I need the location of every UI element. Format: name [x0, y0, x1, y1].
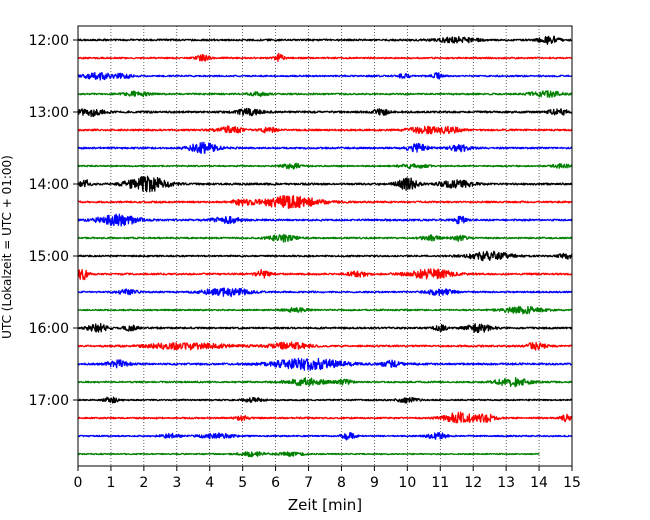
- trace-1630: [77, 357, 573, 371]
- trace-1515: [77, 268, 573, 281]
- y-tick-label-4: 16:00: [29, 321, 69, 337]
- trace-1745: [77, 451, 540, 458]
- trace-1730: [77, 431, 573, 441]
- trace-1200: [77, 35, 573, 45]
- x-ticks: 0 1 2 3 4 5 6 7 8 9 10 11 12 13 14 15: [74, 466, 581, 491]
- plot-frame: [77, 25, 573, 467]
- x-tick-label-7: 7: [304, 475, 313, 491]
- x-tick-label-9: 9: [370, 475, 379, 491]
- trace-1445: [77, 233, 573, 243]
- trace-1600: [77, 323, 573, 334]
- trace-1315: [77, 125, 573, 135]
- y-tick-label-0: 12:00: [29, 33, 69, 49]
- trace-1500: [77, 250, 573, 262]
- y-ticks: 12:00 13:00 14:00 15:00 16:00 17:00: [29, 33, 78, 409]
- trace-1215: [77, 53, 573, 63]
- x-tick-label-2: 2: [139, 475, 148, 491]
- x-tick-label-13: 13: [497, 475, 515, 491]
- trace-1430: [77, 213, 573, 227]
- y-tick-label-5: 17:00: [29, 393, 69, 409]
- y-tick-label-1: 13:00: [29, 105, 69, 121]
- y-tick-label-3: 15:00: [29, 249, 69, 265]
- x-tick-label-12: 12: [464, 475, 482, 491]
- x-tick-label-0: 0: [74, 475, 83, 491]
- trace-1345: [77, 162, 573, 170]
- trace-1615: [77, 341, 573, 351]
- trace-1715: [77, 411, 573, 424]
- x-tick-label-11: 11: [431, 475, 449, 491]
- x-tick-label-3: 3: [172, 475, 181, 491]
- x-tick-label-8: 8: [337, 475, 346, 491]
- x-tick-label-5: 5: [238, 475, 247, 491]
- x-axis-label: Zeit [min]: [288, 496, 362, 514]
- x-tick-label-10: 10: [398, 475, 416, 491]
- trace-1230: [77, 71, 573, 81]
- trace-1300: [77, 107, 573, 118]
- trace-1545: [77, 305, 573, 315]
- trace-1400: [77, 175, 573, 193]
- trace-1530: [77, 287, 573, 298]
- trace-1415: [77, 194, 573, 210]
- trace-1700: [77, 396, 573, 404]
- y-axis-label: UTC (Lokalzeit = UTC + 01:00): [0, 155, 14, 339]
- y-tick-label-2: 14:00: [29, 177, 69, 193]
- x-tick-label-14: 14: [530, 475, 548, 491]
- x-tick-label-15: 15: [563, 475, 581, 491]
- trace-1330: [77, 141, 573, 154]
- trace-1645: [77, 376, 573, 388]
- x-tick-label-6: 6: [271, 475, 280, 491]
- grid-lines: [110, 26, 540, 466]
- x-tick-label-1: 1: [106, 475, 115, 491]
- x-tick-label-4: 4: [205, 475, 214, 491]
- trace-1245: [77, 90, 573, 98]
- trace-layer: [77, 35, 573, 458]
